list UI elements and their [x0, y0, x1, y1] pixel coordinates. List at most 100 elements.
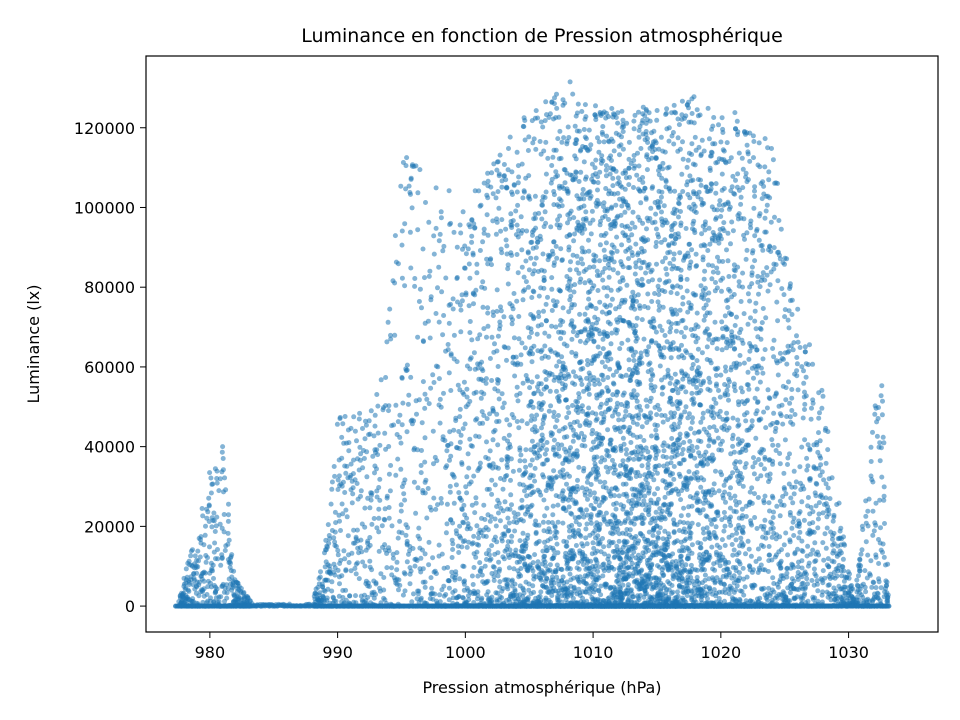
- data-point: [205, 555, 210, 561]
- data-point: [484, 416, 490, 422]
- data-point: [437, 420, 443, 426]
- data-point: [206, 503, 212, 509]
- data-point: [443, 275, 449, 281]
- data-point: [496, 418, 502, 424]
- data-point: [480, 279, 486, 285]
- data-point: [470, 252, 476, 258]
- data-point: [373, 580, 379, 586]
- data-point: [515, 180, 521, 186]
- data-point: [536, 522, 542, 528]
- data-point: [526, 334, 532, 340]
- data-point: [597, 242, 603, 248]
- data-point: [420, 547, 425, 553]
- data-point: [486, 547, 492, 553]
- data-point: [489, 594, 495, 600]
- data-point: [362, 563, 368, 569]
- data-point: [568, 259, 573, 265]
- data-point: [430, 555, 436, 561]
- data-point: [579, 485, 585, 491]
- data-point: [509, 222, 515, 228]
- data-point: [446, 188, 452, 194]
- data-point: [350, 491, 356, 497]
- data-point: [362, 505, 368, 511]
- data-point: [428, 385, 434, 391]
- data-point: [440, 332, 446, 338]
- data-point: [596, 139, 602, 145]
- data-point: [515, 202, 521, 208]
- data-point: [386, 505, 392, 510]
- data-point: [219, 556, 225, 561]
- data-point: [517, 391, 523, 396]
- data-point: [462, 265, 468, 271]
- data-point: [451, 332, 457, 338]
- data-point: [483, 376, 489, 382]
- data-point: [574, 137, 580, 143]
- data-point: [551, 444, 557, 450]
- data-point: [346, 440, 352, 446]
- data-point: [565, 189, 571, 194]
- data-point: [453, 482, 459, 488]
- data-point: [485, 578, 491, 584]
- data-point: [590, 540, 596, 546]
- data-point: [465, 246, 471, 252]
- data-point: [439, 289, 445, 295]
- data-point: [607, 302, 613, 308]
- data-point: [371, 516, 377, 521]
- data-point: [211, 599, 217, 605]
- data-point: [510, 306, 516, 312]
- data-point: [495, 364, 501, 369]
- data-point: [469, 573, 475, 579]
- data-point: [538, 407, 544, 412]
- data-point: [435, 502, 440, 508]
- data-point: [571, 215, 577, 221]
- data-point: [588, 558, 594, 564]
- data-point: [606, 553, 612, 559]
- data-point: [572, 553, 577, 559]
- data-point: [220, 467, 226, 473]
- data-point: [533, 225, 539, 231]
- data-point: [372, 470, 377, 476]
- data-point: [588, 193, 594, 199]
- data-point: [378, 571, 384, 577]
- data-point: [541, 148, 547, 154]
- data-point: [446, 578, 452, 584]
- data-point: [448, 388, 454, 393]
- data-point: [588, 142, 594, 148]
- data-point: [495, 550, 501, 556]
- data-point: [449, 537, 455, 543]
- data-point: [567, 267, 573, 273]
- data-point: [543, 301, 549, 307]
- data-point: [399, 375, 405, 380]
- data-point: [437, 396, 443, 402]
- data-point: [202, 570, 208, 576]
- data-point: [531, 589, 537, 595]
- data-point: [489, 543, 495, 549]
- data-point: [542, 343, 548, 349]
- data-point: [576, 179, 582, 184]
- data-point: [226, 501, 231, 507]
- data-point: [531, 261, 537, 267]
- data-point: [217, 476, 223, 482]
- data-point: [398, 183, 404, 189]
- data-point: [553, 147, 559, 153]
- data-point: [206, 495, 212, 501]
- data-point: [410, 546, 416, 551]
- data-point: [376, 506, 382, 512]
- data-point: [565, 124, 571, 130]
- data-point: [605, 388, 611, 394]
- data-point: [407, 581, 413, 587]
- data-point: [431, 251, 437, 257]
- data-point: [570, 595, 576, 601]
- data-point: [201, 578, 207, 584]
- data-point: [555, 413, 561, 418]
- data-point: [443, 592, 449, 597]
- data-point: [535, 559, 541, 565]
- data-point: [350, 471, 356, 477]
- data-point: [555, 173, 560, 179]
- data-point: [507, 506, 513, 512]
- data-point: [523, 464, 529, 470]
- data-point: [585, 358, 590, 363]
- data-point: [396, 587, 401, 593]
- data-point: [590, 217, 596, 223]
- data-point: [480, 239, 486, 245]
